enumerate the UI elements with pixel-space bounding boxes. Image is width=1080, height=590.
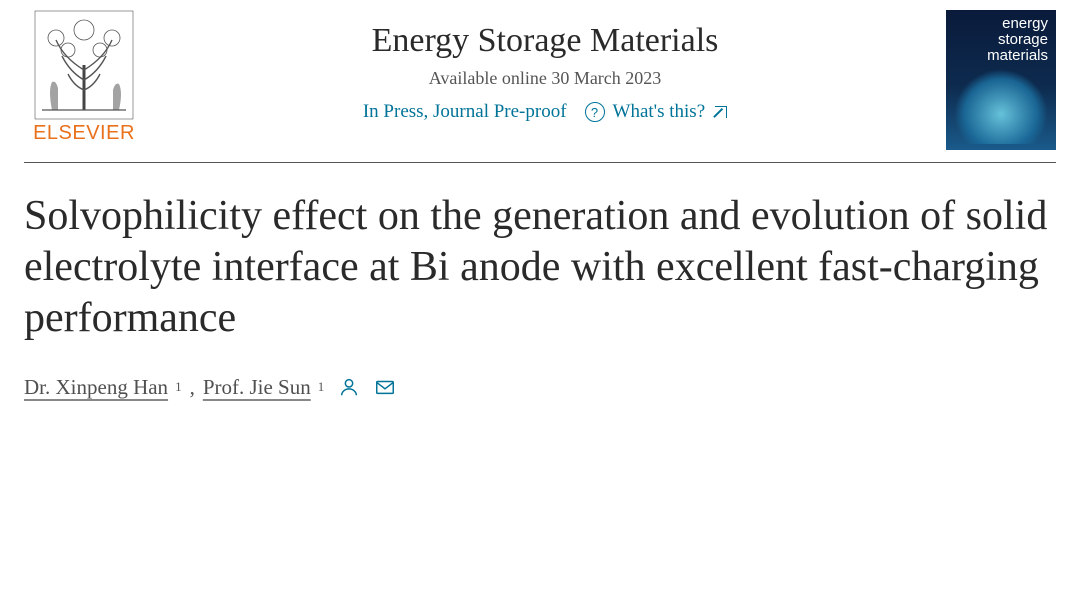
cover-line-2: storage <box>954 32 1048 48</box>
status-line: In Press, Journal Pre-proof ? What's thi… <box>160 101 930 123</box>
author-separator: , <box>190 375 195 400</box>
journal-cover[interactable]: energy storage materials <box>946 10 1056 150</box>
article-header: ELSEVIER Energy Storage Materials Availa… <box>24 10 1056 162</box>
publication-status: In Press, Journal Pre-proof <box>363 101 567 123</box>
author-link-1[interactable]: Dr. Xinpeng Han <box>24 375 168 400</box>
mail-icon[interactable] <box>374 376 396 398</box>
whats-this-label: What's this? <box>613 101 706 123</box>
publisher-name: ELSEVIER <box>33 122 135 145</box>
publisher-block: ELSEVIER <box>24 10 144 145</box>
person-icon[interactable] <box>338 376 360 398</box>
journal-metadata: Energy Storage Materials Available onlin… <box>160 10 930 123</box>
header-divider <box>24 162 1056 163</box>
author-affil-2: 1 <box>318 379 325 395</box>
author-name-2: Prof. Jie Sun <box>203 375 311 399</box>
whats-this-link[interactable]: ? What's this? <box>585 101 728 123</box>
author-list: Dr. Xinpeng Han 1 , Prof. Jie Sun 1 <box>24 375 1056 400</box>
author-affil-1: 1 <box>175 379 182 395</box>
elsevier-tree-logo <box>34 10 134 120</box>
journal-title[interactable]: Energy Storage Materials <box>160 22 930 60</box>
cover-title: energy storage materials <box>954 16 1048 63</box>
help-icon: ? <box>585 102 605 122</box>
author-name-1: Dr. Xinpeng Han <box>24 375 168 399</box>
external-link-icon <box>715 106 727 118</box>
availability-date: Available online 30 March 2023 <box>160 68 930 89</box>
article-title: Solvophilicity effect on the generation … <box>24 191 1056 345</box>
cover-art <box>954 69 1048 144</box>
author-link-2[interactable]: Prof. Jie Sun <box>203 375 311 400</box>
cover-line-1: energy <box>954 16 1048 32</box>
cover-line-3: materials <box>954 48 1048 64</box>
